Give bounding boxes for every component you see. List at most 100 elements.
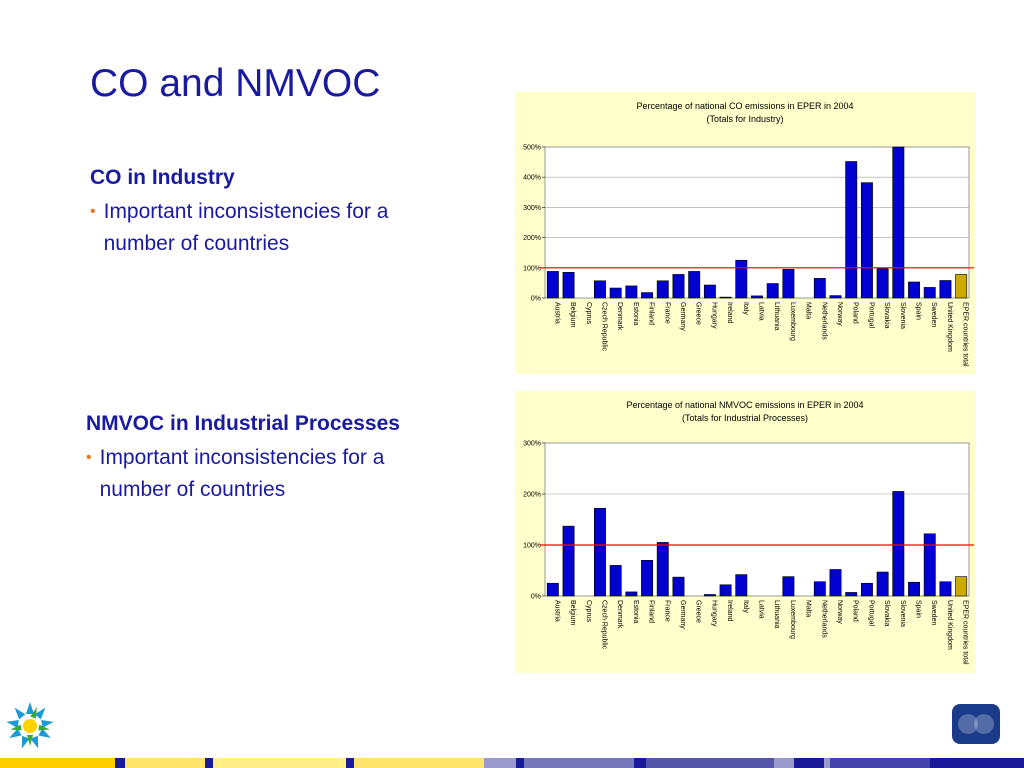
bar (609, 565, 622, 597)
bar (782, 269, 795, 299)
bar (546, 582, 559, 597)
x-tick-label: Hungary (710, 302, 717, 329)
y-tick-label: 300% (523, 205, 541, 212)
bar (625, 591, 638, 597)
y-tick-label: 100% (523, 543, 541, 550)
x-tick-label: Cyprus (585, 600, 592, 623)
bar (908, 281, 920, 299)
bar (735, 259, 748, 299)
bullet-dot-icon: • (86, 449, 92, 466)
x-tick-label: Norway (836, 600, 843, 624)
co-chart: Percentage of national CO emissions in E… (515, 92, 975, 374)
bar (594, 280, 606, 299)
x-tick-label: Estonia (632, 302, 639, 325)
bar (782, 576, 795, 597)
bar (939, 280, 952, 299)
bar (719, 296, 732, 299)
bar (923, 287, 936, 299)
bar (923, 533, 936, 597)
bar (892, 146, 905, 299)
x-tick-label: Ireland (726, 302, 733, 324)
x-tick-label: Poland (852, 302, 859, 324)
bar (672, 576, 685, 597)
bar (860, 582, 873, 597)
x-tick-label: Norway (836, 302, 843, 326)
x-tick-label: Portugal (867, 302, 874, 329)
x-tick-label: Ireland (726, 600, 733, 622)
x-tick-label: Lithuania (773, 600, 780, 629)
x-tick-label: France (663, 302, 670, 324)
tno-logo-icon (952, 704, 1000, 744)
bar (625, 285, 638, 299)
footer-bar (0, 758, 1024, 768)
bar (735, 574, 748, 597)
x-tick-label: Luxembourg (789, 302, 796, 341)
x-tick-label: Austria (553, 302, 560, 324)
x-tick-label: Cyprus (585, 302, 592, 325)
bar (860, 182, 873, 299)
bar (703, 284, 716, 299)
bar (908, 581, 920, 597)
slide-title: CO and NMVOC (90, 62, 381, 105)
bar (594, 507, 606, 597)
bar (829, 569, 842, 597)
y-tick-label: 200% (523, 235, 541, 242)
bar (641, 292, 654, 299)
x-tick-label: Italy (742, 600, 749, 613)
x-tick-label: Spain (915, 302, 922, 320)
x-tick-label: Germany (679, 600, 686, 629)
x-tick-label: Hungary (710, 600, 717, 627)
x-tick-label: Estonia (632, 600, 639, 623)
bar (719, 584, 732, 597)
x-tick-label: Germany (679, 302, 686, 331)
x-tick-label: Finland (648, 302, 655, 325)
bar (688, 271, 701, 299)
x-tick-label: Latvia (758, 302, 765, 321)
x-tick-label: Netherlands (820, 600, 827, 638)
chart-subtitle: (Totals for Industry) (706, 114, 783, 124)
x-tick-label: Slovakia (883, 302, 890, 329)
x-tick-label: United Kingdom (946, 600, 953, 650)
nmvoc-section: NMVOC in Industrial Processes • Importan… (86, 412, 496, 506)
bar (562, 525, 575, 597)
bar (656, 542, 669, 597)
plot-area (544, 442, 970, 597)
x-tick-label: Sweden (930, 600, 937, 625)
y-tick-label: 200% (523, 492, 541, 499)
x-tick-label: Slovenia (899, 302, 906, 329)
bar (876, 268, 889, 299)
eea-logo-icon (6, 702, 54, 749)
x-tick-label: Luxembourg (789, 600, 796, 639)
bar (813, 278, 826, 299)
plot-area (544, 146, 970, 299)
x-tick-label: Belgium (569, 600, 576, 625)
bar-total (955, 576, 968, 597)
chart-title: Percentage of national NMVOC emissions i… (626, 400, 863, 410)
nmvoc-bullet: • Important inconsistencies for a number… (86, 442, 496, 506)
bar (845, 161, 858, 299)
x-tick-label: Poland (852, 600, 859, 622)
x-tick-label: Spain (915, 600, 922, 618)
x-tick-label: Malta (805, 302, 812, 319)
bar (751, 295, 763, 299)
co-bullet: • Important inconsistencies for a number… (90, 196, 490, 260)
x-tick-label: Slovakia (883, 600, 890, 627)
x-tick-label: Latvia (758, 600, 765, 619)
bullet-dot-icon: • (90, 203, 96, 220)
x-tick-label: Belgium (569, 302, 576, 327)
x-tick-label: France (663, 600, 670, 622)
nmvoc-section-heading: NMVOC in Industrial Processes (86, 412, 400, 435)
x-tick-label: Czech Republic (600, 302, 607, 352)
bar (546, 271, 559, 299)
y-tick-label: 500% (523, 145, 541, 152)
x-tick-label: United Kingdom (946, 302, 953, 352)
x-tick-label: Finland (648, 600, 655, 623)
chart-title: Percentage of national CO emissions in E… (636, 101, 853, 111)
x-tick-label: Malta (805, 600, 812, 617)
x-tick-label: Greece (695, 302, 702, 325)
bar (562, 272, 575, 299)
co-section: CO in Industry • Important inconsistenci… (90, 166, 490, 260)
bar-total (955, 274, 968, 299)
co-bullet-text: Important inconsistencies for a number o… (103, 200, 389, 255)
x-tick-label: Sweden (930, 302, 937, 327)
